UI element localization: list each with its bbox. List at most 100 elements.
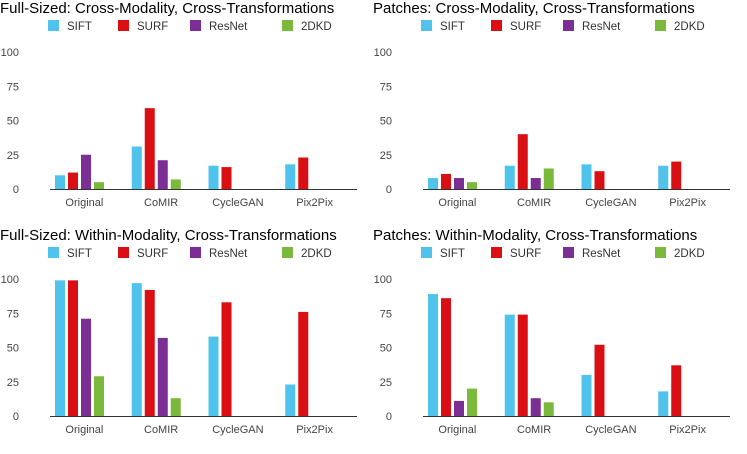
bar-resnet-comir bbox=[530, 398, 541, 416]
bar-2dkd-original bbox=[467, 388, 477, 416]
y-tick-label: 75 bbox=[7, 81, 19, 93]
legend-swatch-surf bbox=[118, 20, 129, 31]
y-tick-label: 0 bbox=[386, 411, 392, 423]
x-tick-label: CoMIR bbox=[517, 424, 551, 436]
legend-label-sift: SIFT bbox=[440, 21, 465, 33]
bar-resnet-original bbox=[81, 154, 91, 189]
y-tick-label: 25 bbox=[7, 377, 19, 389]
bar-sift-original bbox=[428, 178, 438, 189]
y-tick-label: 50 bbox=[7, 116, 19, 128]
legend-swatch-sift bbox=[48, 247, 59, 258]
x-tick-label: Original bbox=[65, 197, 103, 209]
bar-surf-original bbox=[441, 173, 451, 189]
x-tick-label: CoMIR bbox=[144, 197, 178, 209]
bar-sift-comir bbox=[504, 165, 515, 189]
legend-label-sift: SIFT bbox=[67, 248, 92, 260]
bar-surf-pix2pix bbox=[671, 161, 682, 189]
legend-label-surf: SURF bbox=[510, 248, 541, 260]
bar-resnet-comir bbox=[157, 337, 168, 416]
y-tick-label: 75 bbox=[380, 308, 392, 320]
x-tick-label: CycleGAN bbox=[212, 197, 263, 209]
y-tick-label: 100 bbox=[1, 47, 19, 59]
x-tick-label: Pix2Pix bbox=[669, 424, 706, 436]
y-tick-label: 50 bbox=[380, 116, 392, 128]
bar-surf-pix2pix bbox=[298, 311, 309, 416]
bar-sift-pix2pix bbox=[658, 391, 669, 416]
y-tick-label: 75 bbox=[380, 81, 392, 93]
legend-swatch-sift bbox=[421, 20, 432, 31]
bar-sift-pix2pix bbox=[285, 164, 296, 189]
bar-surf-original bbox=[441, 298, 451, 416]
legend-label-sift: SIFT bbox=[67, 21, 92, 33]
y-tick-label: 75 bbox=[7, 308, 19, 320]
bar-surf-cyclegan bbox=[221, 302, 232, 416]
x-tick-label: Pix2Pix bbox=[296, 197, 333, 209]
bar-2dkd-original bbox=[94, 376, 104, 416]
y-tick-label: 100 bbox=[1, 274, 19, 286]
bar-surf-pix2pix bbox=[298, 157, 309, 189]
legend-swatch-2dkd bbox=[282, 247, 293, 258]
bar-2dkd-comir bbox=[543, 402, 554, 416]
chart-title: Patches: Cross-Modality, Cross-Transform… bbox=[373, 0, 695, 17]
y-tick-label: 50 bbox=[380, 343, 392, 355]
bar-surf-comir bbox=[144, 289, 155, 416]
bar-surf-cyclegan bbox=[594, 171, 605, 189]
legend-swatch-2dkd bbox=[655, 247, 666, 258]
chart-title: Full-Sized: Within-Modality, Cross-Trans… bbox=[0, 227, 337, 244]
legend-swatch-2dkd bbox=[282, 20, 293, 31]
x-tick-label: CoMIR bbox=[144, 424, 178, 436]
chart-panel-0: Full-Sized: Cross-Modality, Cross-Transf… bbox=[0, 0, 373, 227]
chart-2: Full-Sized: Within-Modality, Cross-Trans… bbox=[0, 227, 357, 436]
chart-panel-3: Patches: Within-Modality, Cross-Transfor… bbox=[373, 227, 746, 454]
bar-2dkd-original bbox=[467, 182, 477, 189]
bar-sift-original bbox=[55, 175, 65, 189]
x-tick-label: Pix2Pix bbox=[296, 424, 333, 436]
bar-surf-comir bbox=[144, 108, 155, 189]
legend-label-resnet: ResNet bbox=[209, 21, 248, 33]
chart-title: Full-Sized: Cross-Modality, Cross-Transf… bbox=[0, 0, 334, 17]
x-tick-label: CycleGAN bbox=[212, 424, 263, 436]
bar-resnet-comir bbox=[157, 160, 168, 189]
y-tick-label: 25 bbox=[380, 150, 392, 162]
bar-sift-original bbox=[55, 280, 65, 416]
x-tick-label: CycleGAN bbox=[585, 424, 636, 436]
y-tick-label: 25 bbox=[7, 150, 19, 162]
legend-label-surf: SURF bbox=[137, 248, 168, 260]
legend-label-2dkd: 2DKD bbox=[674, 248, 705, 260]
y-tick-label: 0 bbox=[13, 411, 19, 423]
x-tick-label: Original bbox=[438, 197, 476, 209]
legend-label-resnet: ResNet bbox=[209, 248, 248, 260]
legend-label-sift: SIFT bbox=[440, 248, 465, 260]
legend-label-resnet: ResNet bbox=[582, 248, 621, 260]
legend-swatch-resnet bbox=[190, 20, 201, 31]
bar-resnet-original bbox=[81, 318, 91, 416]
chart-title: Patches: Within-Modality, Cross-Transfor… bbox=[373, 227, 697, 244]
bar-sift-pix2pix bbox=[658, 165, 669, 189]
bar-sift-cyclegan bbox=[208, 336, 219, 416]
y-tick-label: 100 bbox=[374, 274, 392, 286]
bar-surf-pix2pix bbox=[671, 365, 682, 416]
bar-sift-comir bbox=[131, 146, 142, 189]
x-tick-label: Pix2Pix bbox=[669, 197, 706, 209]
x-tick-label: Original bbox=[65, 424, 103, 436]
y-tick-label: 50 bbox=[7, 343, 19, 355]
legend-label-surf: SURF bbox=[137, 21, 168, 33]
y-tick-label: 0 bbox=[386, 184, 392, 196]
bar-surf-comir bbox=[517, 314, 528, 416]
legend-swatch-surf bbox=[491, 247, 502, 258]
legend-swatch-2dkd bbox=[655, 20, 666, 31]
y-tick-label: 25 bbox=[380, 377, 392, 389]
bar-sift-pix2pix bbox=[285, 384, 296, 416]
bar-sift-original bbox=[428, 294, 438, 416]
legend-label-2dkd: 2DKD bbox=[674, 21, 705, 33]
legend-swatch-surf bbox=[491, 20, 502, 31]
bar-sift-cyclegan bbox=[581, 374, 592, 416]
bar-surf-cyclegan bbox=[221, 167, 232, 189]
legend-swatch-resnet bbox=[563, 247, 574, 258]
bar-surf-original bbox=[68, 172, 78, 189]
x-tick-label: CoMIR bbox=[517, 197, 551, 209]
legend-swatch-resnet bbox=[190, 247, 201, 258]
legend-label-2dkd: 2DKD bbox=[301, 248, 332, 260]
bar-resnet-original bbox=[454, 178, 464, 189]
legend-swatch-resnet bbox=[563, 20, 574, 31]
